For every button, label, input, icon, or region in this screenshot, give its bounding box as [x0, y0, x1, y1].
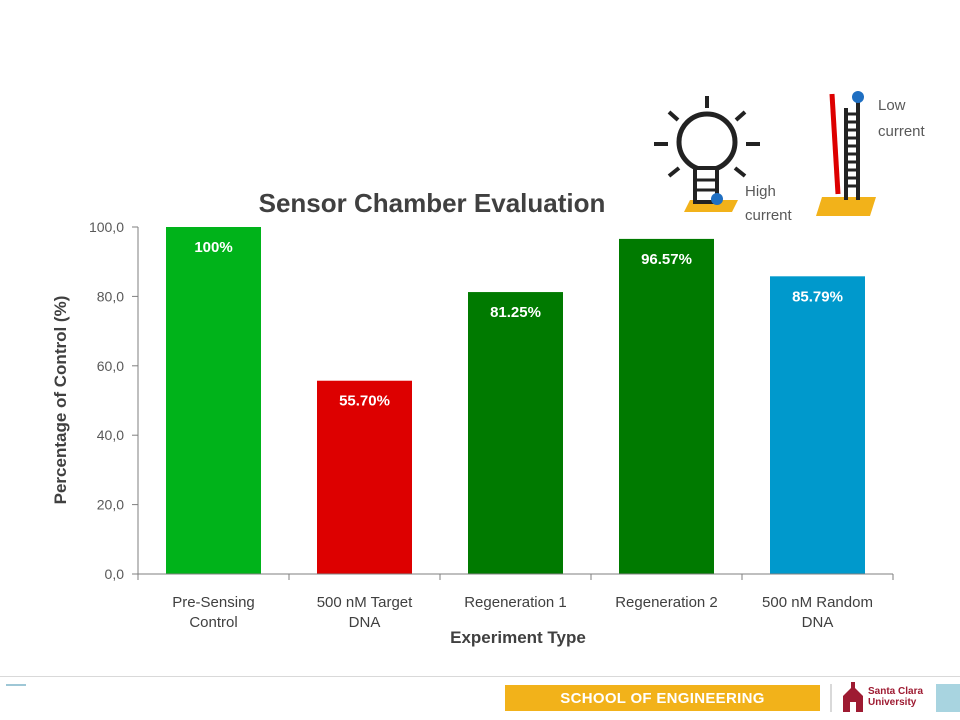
school-banner: SCHOOL OF ENGINEERING [505, 685, 820, 711]
footer-divider-line [0, 676, 960, 677]
y-tick-label: 20,0 [97, 497, 124, 513]
y-tick-label: 60,0 [97, 358, 124, 374]
x-tick-label: Regeneration 1 [464, 594, 567, 611]
lightbulb-illustration [654, 96, 760, 212]
bulb-glass [676, 111, 738, 173]
bar [619, 238, 714, 574]
x-axis-title: Experiment Type [450, 628, 586, 647]
data-label: 85.79% [792, 288, 843, 305]
bulb-socket [693, 166, 719, 204]
university-name-line-1: Santa Clara [868, 686, 924, 697]
y-axis-title: Percentage of Control (%) [51, 296, 70, 505]
high-current-label-2: current [745, 207, 793, 224]
university-name-line-2: University [868, 697, 917, 708]
bars-layer: 100% 55.70% 81.25% 96.57% 85.79% [166, 227, 865, 574]
bar [770, 276, 865, 574]
bar [468, 292, 563, 574]
data-label: 81.25% [490, 304, 541, 321]
university-name: Santa Clara University [868, 686, 923, 708]
axes-layer: 0,0 20,0 40,0 60,0 80,0 100,0 Pre-Sensing Contr… [89, 219, 894, 631]
y-tick-label: 40,0 [97, 427, 124, 443]
low-current-label-2: current [878, 123, 926, 140]
bar [317, 380, 412, 574]
low-current-label-1: Low [878, 97, 906, 114]
y-tick-label: 100,0 [89, 219, 124, 235]
x-tick-label: 500 nM Target DNA [317, 594, 413, 631]
footer-accent-mark [6, 684, 26, 686]
x-tick-label: 500 nM Random DNA [762, 594, 873, 631]
bar [166, 227, 261, 574]
footer-corner-block [936, 684, 960, 712]
data-label: 100% [194, 239, 232, 256]
university-logo [840, 682, 920, 716]
x-tick-label: Pre-Sensing Control [172, 594, 255, 631]
y-tick-label: 80,0 [97, 288, 124, 304]
x-tick-label: Regeneration 2 [615, 594, 718, 611]
high-current-label-1: High [745, 183, 776, 200]
electrode-dot [852, 91, 864, 103]
red-strand [829, 93, 841, 195]
ladder-base-plate [816, 197, 876, 216]
electrode-dot [711, 193, 723, 205]
mission-church-icon [843, 682, 863, 712]
data-label: 96.57% [641, 251, 692, 268]
data-label: 55.70% [339, 393, 390, 410]
footer-separator [830, 684, 832, 712]
school-label: SCHOOL OF ENGINEERING [560, 689, 765, 707]
dna-ladder-illustration [816, 91, 876, 216]
chart-title: Sensor Chamber Evaluation [259, 188, 606, 218]
y-tick-label: 0,0 [105, 566, 125, 582]
